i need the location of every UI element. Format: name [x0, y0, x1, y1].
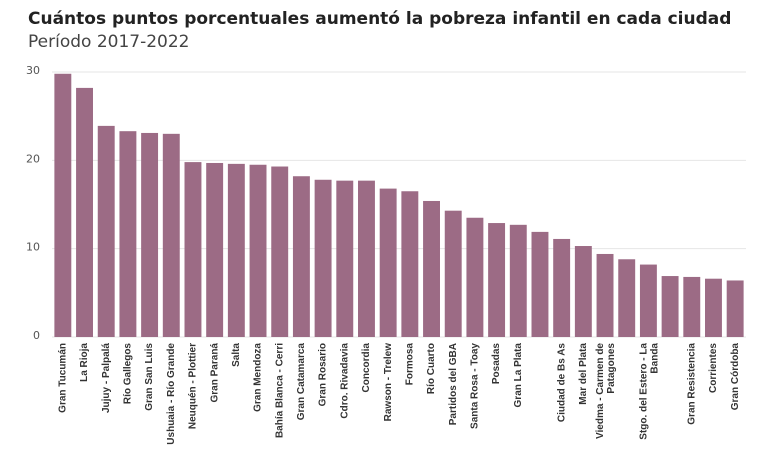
bar [661, 276, 679, 337]
x-tick-label: Gran La Plata [513, 343, 524, 408]
bar [271, 166, 289, 337]
bar [336, 180, 354, 337]
bar [141, 132, 159, 337]
bar [227, 163, 245, 337]
bar [639, 264, 657, 337]
bar [509, 224, 527, 337]
bar [466, 217, 484, 337]
y-tick-label: 10 [26, 241, 40, 254]
x-tick-label: Mar del Plata [578, 343, 589, 405]
x-tick-label: Gran Resistencia [686, 343, 697, 425]
x-tick-label: Jujuy - Palpalá [101, 343, 112, 413]
x-tick-label: Santa Rosa - Toay [470, 343, 481, 429]
bar [596, 253, 614, 337]
bar [184, 162, 202, 337]
bar [292, 176, 310, 337]
x-tick-label: Partidos del GBA [448, 343, 459, 425]
bar [574, 246, 592, 337]
bar [488, 223, 506, 337]
x-tick-label: Cdro. Rivadavia [339, 343, 350, 419]
y-tick-label: 0 [33, 329, 40, 342]
x-tick-label: Gran Rosario [318, 343, 329, 406]
x-tick-label: Gran Paraná [209, 343, 220, 403]
x-tick-label: Posadas [491, 343, 502, 385]
x-tick-label: La Rioja [79, 343, 90, 382]
bar [76, 87, 93, 338]
bar [249, 164, 267, 337]
bar [379, 188, 397, 337]
bar [618, 259, 636, 337]
x-tick-label: Gran Mendoza [253, 343, 264, 412]
x-tick-label: Gran Tucumán [57, 343, 68, 413]
bar [726, 280, 744, 337]
x-tick-label: Río Gallegos [123, 343, 134, 405]
bar [683, 276, 701, 337]
bar [162, 133, 180, 337]
bar [423, 200, 440, 337]
x-tick-label: Gran Catamarca [296, 343, 307, 421]
y-tick-label: 30 [26, 64, 40, 77]
x-tick-label: Stgo. del Estero - La Banda [638, 343, 660, 440]
x-tick-label: Ciudad de Bs As [556, 343, 567, 423]
x-tick-label: Viedma - Carmen de Patagones [595, 343, 617, 439]
x-tick-label: Gran San Luis [144, 343, 155, 411]
chart-title: Cuántos puntos porcentuales aumentó la p… [28, 9, 731, 29]
x-tick-label: Gran Córdoba [730, 343, 741, 411]
x-tick-label: Bahía Blanca - Cerri [274, 343, 285, 438]
x-tick-label: Formosa [404, 343, 415, 386]
bar [553, 238, 571, 337]
bar [314, 179, 332, 337]
bar [206, 162, 224, 337]
bar [531, 231, 549, 337]
bar [119, 131, 137, 337]
x-tick-label: Rawson - Trelew [383, 343, 394, 422]
bar [705, 278, 722, 337]
bar [358, 180, 375, 337]
bar [97, 125, 115, 337]
bar [401, 191, 419, 337]
x-tick-label: Concordia [361, 343, 372, 393]
bar [444, 210, 462, 337]
x-tick-label: Salta [231, 343, 242, 367]
bar [54, 73, 72, 338]
y-tick-label: 20 [26, 152, 40, 165]
x-tick-label: Ushuaia - Río Grande [166, 343, 177, 445]
x-tick-label: Corrientes [708, 343, 719, 393]
chart-subtitle: Período 2017-2022 [28, 32, 189, 52]
x-tick-label: Neuquén - Plottier [188, 343, 199, 429]
x-tick-label: Río Cuarto [426, 343, 437, 394]
